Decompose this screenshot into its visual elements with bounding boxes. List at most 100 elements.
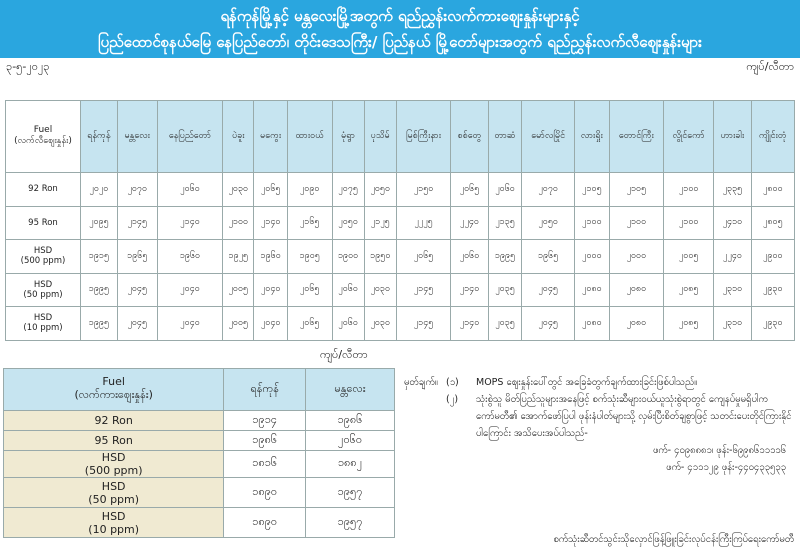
price-cell: ၂၉၀၀: [750, 239, 796, 274]
price-cell: ၂၀၆၀: [487, 172, 523, 207]
table-row: HSD (500 ppm) ၁၈၁၆ ၁၈၈၂: [2, 450, 395, 478]
price-cell: ၁၉၉၅: [80, 306, 118, 341]
price-cell: ၁၉၆၅: [521, 239, 576, 274]
fuel-type: HSD (50 ppm): [2, 477, 225, 508]
table-row: HSD (50 ppm) ၁၈၉၀ ၁၉၅၇: [2, 477, 395, 508]
price-cell: ၂၀၄၀: [253, 272, 288, 307]
price-cell: ၂၀၈၀: [608, 272, 665, 307]
fuel-header-text: (လက်လီဈေးနှုန်း): [14, 136, 72, 146]
price-cell: ၂၁၄၅: [395, 272, 452, 307]
price-cell: ၂၁၄၀: [156, 205, 224, 240]
fuel-type: 95 Ron: [5, 205, 81, 240]
price-cell: ၂၀၀၀: [574, 239, 610, 274]
fuel-type-text: 95 Ron: [28, 217, 58, 228]
price-cell: ၂၀၆၅: [395, 239, 452, 274]
price-cell: ၂၀၇၅: [331, 172, 365, 207]
notes-label: မှတ်ချက်။: [404, 377, 438, 388]
price-cell: ၂၂၂၅: [395, 205, 452, 240]
fuel-header: Fuel (လက်လီဈေးနှုန်း): [5, 100, 81, 173]
price-cell: ၂၃၁၀: [713, 306, 752, 341]
city-header: မော်လမြိုင်: [521, 100, 576, 173]
price-cell: ၁၉၁၄: [223, 410, 307, 431]
price-cell: ၂၀၇၀: [116, 172, 158, 207]
price-cell: ၂၃၁၀: [713, 272, 752, 307]
fuel-type: 92 Ron: [2, 410, 225, 431]
price-cell: ၂၀၅၀: [331, 205, 365, 240]
table-row: HSD (500 ppm) ၁၉၁၅ ၁၉၆၅ ၁၉၆၀ ၁၉၂၅ ၁၉၆၀ ၁၉၀၅ ၁၉၀၀…: [5, 239, 796, 274]
price-cell: ၂၁၆၅: [286, 205, 333, 240]
price-cell: ၂၁၀၀: [663, 172, 715, 207]
fuel-type-text: (10 ppm): [23, 323, 63, 334]
city-header: မြစ်ကြီးနား: [395, 100, 452, 173]
price-cell: ၂၀၆၅: [253, 172, 288, 207]
price-cell: ၂၁၀၀: [663, 205, 715, 240]
price-cell: ၁၉၈၆: [305, 410, 395, 431]
table-row: 95 Ron ၂၀၉၅ ၂၁၄၅ ၂၁၄၀ ၂၁၀၀ ၂၁၄၀ ၂၁၆၅ ၂၀၅၀ ၂၁၂၅ ၂၂…: [5, 205, 796, 240]
fuel-type-text: (50 ppm): [88, 492, 140, 506]
price-cell: ၂၀၄၀: [156, 306, 224, 341]
price-cell: ၂၀၈၅: [663, 306, 715, 341]
price-cell: ၁၉၅၇: [305, 477, 395, 508]
price-cell: ၂၀၇၀: [521, 172, 576, 207]
fuel-type-text: HSD: [101, 451, 126, 464]
table-row: HSD (10 ppm) ၁၉၉၅ ၂၀၄၅ ၂၀၄၀ ၂၀၀၅ ၂၀၄၀ ၂၀၆၅ ၂၀၆၀၂…: [5, 306, 796, 341]
table-row: HSD (50 ppm) ၁၉၉၅ ၂၀၄၅ ၂၀၄၀ ၂၀၀၅ ၂၀၄၀ ၂၀၆၅ ၂၀၆၀၂…: [5, 272, 796, 307]
city-header: မန္တလေး: [305, 368, 395, 411]
table-row: 92 Ron ၂၀၂၀ ၂၀၇၀ ၂၀၆၀ ၂၀၃၀ ၂၀၆၅ ၂၀၉၀ ၂၀၇၅ ၂၀၅၀ ၂၁…: [5, 172, 796, 207]
note-text: MOPS ဈေးနှုန်းပေါ်တွင် အခြေခံတွက်ချက်ထား…: [476, 377, 698, 388]
price-cell: ၁၉၁၅: [80, 239, 118, 274]
wholesale-price-table: Fuel (လက်ကားဈေးနှုန်း) ရန်ကုန် မန္တလေး 92 Ro…: [2, 368, 395, 538]
city-header: နေပြည်တော်: [156, 100, 224, 173]
price-cell: ၂၃၃၅: [713, 172, 752, 207]
price-cell: ၂၂၄၀: [713, 239, 752, 274]
price-cell: ၂၀၄၅: [116, 306, 158, 341]
phone-line: ဖက်- ၄၀၉၈၈၈၁၊ ဖုန်း-၆၉၉၈၆၁၁၁၁၆: [652, 445, 786, 456]
city-header: လွိုင်ကော်: [663, 100, 715, 173]
fuel-header-text: Fuel: [33, 125, 53, 135]
note-number: (၁): [446, 377, 459, 388]
price-cell: ၁၈၁၆: [223, 450, 307, 478]
price-cell: ၂၈၀၅: [750, 205, 796, 240]
price-cell: ၂၀၉၅: [80, 205, 118, 240]
price-cell: ၂၀၆၅: [286, 306, 333, 341]
title-line-2: ပြည်ထောင်စုနယ်မြေ နေပြည်တော်၊ တိုင်းဒေသက…: [98, 33, 702, 51]
price-cell: ၂၀၅၀: [521, 205, 576, 240]
fuel-type-text: 92 Ron: [28, 184, 58, 195]
title-banner: ရန်ကုန်မြို့နှင့် မန္တလေးမြို့အတွက် ရည်ည…: [0, 0, 800, 58]
city-header: ပုသိမ်: [363, 100, 397, 173]
price-cell: ၁၉၉၅: [80, 272, 118, 307]
price-cell: ၂၁၄၀: [450, 306, 489, 341]
table-row: 95 Ron ၁၉၈၆ ၂၀၆၀: [2, 430, 395, 451]
price-cell: ၂၈၀၀: [750, 172, 796, 207]
fuel-header-text: Fuel: [102, 375, 125, 388]
price-cell: ၂၀၀၅: [222, 306, 255, 341]
price-cell: ၁၈၈၂: [305, 450, 395, 478]
price-cell: ၂၄၁၀: [713, 205, 752, 240]
fuel-type: HSD (500 ppm): [5, 239, 81, 274]
price-cell: ၁၉၂၅: [222, 239, 255, 274]
fuel-type-text: HSD: [33, 279, 53, 290]
fuel-type-text: (10 ppm): [88, 522, 140, 536]
price-cell: ၂၂၄၀: [450, 205, 489, 240]
price-cell: ၂၀၄၀: [156, 272, 224, 307]
city-header: မန္တလေး: [116, 100, 158, 173]
unit-label: ကျပ်/လီတာ: [746, 60, 794, 73]
price-cell: ၂၀၆၅: [286, 272, 333, 307]
price-cell: ၁၉၅၀: [363, 239, 397, 274]
price-cell: ၂၀၆၀: [450, 239, 489, 274]
fuel-type-text: (500 ppm): [84, 464, 143, 477]
price-cell: ၂၁၄၀: [450, 272, 489, 307]
price-cell: ၂၁၂၅: [363, 205, 397, 240]
price-cell: ၂၀၀၅: [222, 272, 255, 307]
fuel-type-text: HSD: [33, 313, 53, 324]
date: ၃-၅-၂၀၂၃: [6, 60, 50, 73]
fuel-type-text: HSD: [101, 479, 126, 493]
price-cell: ၂၁၅၀: [395, 172, 452, 207]
price-cell: ၁၉၅၇: [305, 507, 395, 538]
fuel-type: HSD (50 ppm): [5, 272, 81, 307]
price-cell: ၂၀၉၀: [286, 172, 333, 207]
fuel-type: 92 Ron: [5, 172, 81, 207]
price-cell: ၂၀၄၅: [521, 272, 576, 307]
price-cell: ၂၉၃၀: [750, 306, 796, 341]
price-cell: ၁၈၉၀: [223, 507, 307, 538]
